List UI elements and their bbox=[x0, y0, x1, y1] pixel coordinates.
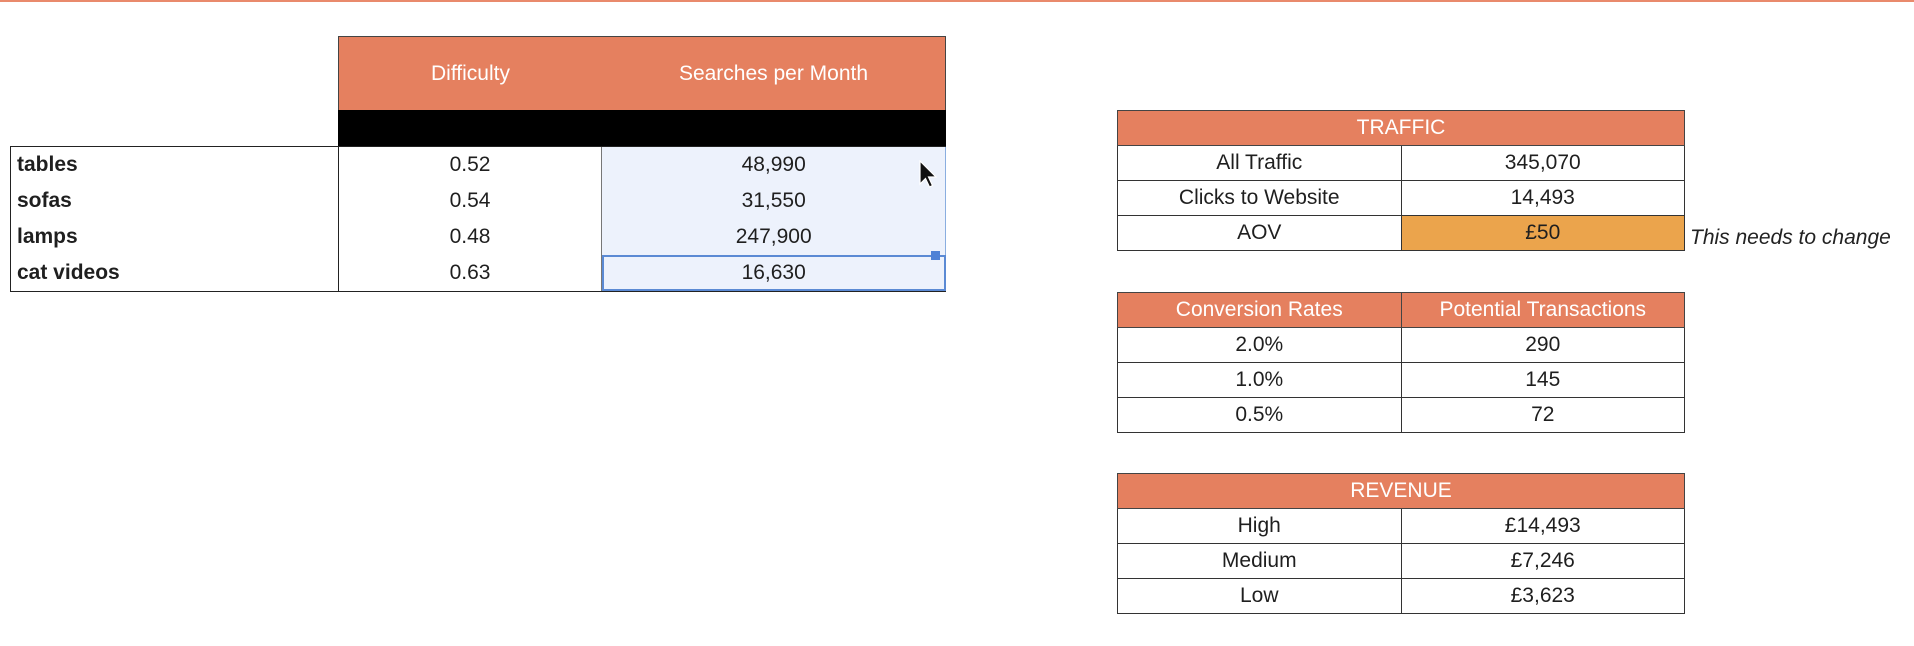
cell-keyword[interactable]: tables bbox=[11, 147, 339, 183]
column-header-potential-transactions: Potential Transactions bbox=[1400, 292, 1685, 328]
cell-difficulty[interactable]: 0.54 bbox=[339, 183, 603, 219]
cell-keyword[interactable]: cat videos bbox=[11, 255, 339, 291]
cell-searches[interactable]: 247,900 bbox=[602, 219, 946, 255]
mouse-pointer-icon bbox=[919, 160, 938, 188]
table-row: Medium £7,246 bbox=[1117, 543, 1685, 579]
cell-keyword[interactable]: sofas bbox=[11, 183, 339, 219]
traffic-label[interactable]: All Traffic bbox=[1117, 145, 1402, 181]
revenue-value[interactable]: £7,246 bbox=[1400, 543, 1685, 579]
traffic-value[interactable]: 14,493 bbox=[1400, 180, 1685, 216]
potential-transactions[interactable]: 72 bbox=[1400, 397, 1685, 433]
potential-transactions[interactable]: 290 bbox=[1400, 327, 1685, 363]
table-row: cat videos 0.63 16,630 bbox=[11, 255, 946, 291]
fill-handle[interactable] bbox=[931, 251, 940, 260]
table-row: lamps 0.48 247,900 bbox=[11, 219, 946, 255]
cell-searches[interactable]: 48,990 bbox=[602, 147, 946, 183]
traffic-label[interactable]: Clicks to Website bbox=[1117, 180, 1402, 216]
cell-searches[interactable]: 31,550 bbox=[602, 183, 946, 219]
traffic-value[interactable]: 345,070 bbox=[1400, 145, 1685, 181]
table-row: Low £3,623 bbox=[1117, 578, 1685, 614]
conversion-rate[interactable]: 2.0% bbox=[1117, 327, 1402, 363]
cell-keyword[interactable]: lamps bbox=[11, 219, 339, 255]
column-header-difficulty[interactable]: Difficulty bbox=[338, 36, 603, 110]
potential-transactions[interactable]: 145 bbox=[1400, 362, 1685, 398]
conversion-rate[interactable]: 0.5% bbox=[1117, 397, 1402, 433]
revenue-label[interactable]: High bbox=[1117, 508, 1402, 544]
table-row: sofas 0.54 31,550 bbox=[11, 183, 946, 219]
revenue-value[interactable]: £14,493 bbox=[1400, 508, 1685, 544]
revenue-label[interactable]: Low bbox=[1117, 578, 1402, 614]
column-header-conversion-rates: Conversion Rates bbox=[1117, 292, 1402, 328]
column-header-searches[interactable]: Searches per Month bbox=[602, 36, 946, 110]
traffic-title: TRAFFIC bbox=[1117, 110, 1685, 146]
conversion-rate[interactable]: 1.0% bbox=[1117, 362, 1402, 398]
conversion-table: Conversion Rates Potential Transactions … bbox=[1117, 292, 1685, 433]
top-border-line bbox=[0, 0, 1914, 2]
table-row: 1.0% 145 bbox=[1117, 362, 1685, 398]
aov-value-cell[interactable]: £50 bbox=[1400, 215, 1685, 251]
revenue-value[interactable]: £3,623 bbox=[1400, 578, 1685, 614]
table-row: All Traffic 345,070 bbox=[1117, 145, 1685, 181]
cell-difficulty[interactable]: 0.63 bbox=[339, 255, 603, 291]
keyword-rows: tables 0.52 48,990 sofas 0.54 31,550 lam… bbox=[10, 146, 946, 292]
table-row: tables 0.52 48,990 bbox=[11, 147, 946, 183]
cell-difficulty[interactable]: 0.48 bbox=[339, 219, 603, 255]
black-divider-row bbox=[338, 110, 946, 146]
cell-searches-selected[interactable]: 16,630 bbox=[602, 255, 946, 291]
traffic-label[interactable]: AOV bbox=[1117, 215, 1402, 251]
table-row: Clicks to Website 14,493 bbox=[1117, 180, 1685, 216]
table-row: 2.0% 290 bbox=[1117, 327, 1685, 363]
table-row: High £14,493 bbox=[1117, 508, 1685, 544]
table-row: AOV £50 bbox=[1117, 215, 1685, 251]
traffic-table: TRAFFIC All Traffic 345,070 Clicks to We… bbox=[1117, 110, 1685, 251]
aov-note: This needs to change bbox=[1690, 226, 1891, 249]
revenue-table: REVENUE High £14,493 Medium £7,246 Low £… bbox=[1117, 473, 1685, 614]
revenue-title: REVENUE bbox=[1117, 473, 1685, 509]
cell-difficulty[interactable]: 0.52 bbox=[339, 147, 603, 183]
revenue-label[interactable]: Medium bbox=[1117, 543, 1402, 579]
table-row: 0.5% 72 bbox=[1117, 397, 1685, 433]
